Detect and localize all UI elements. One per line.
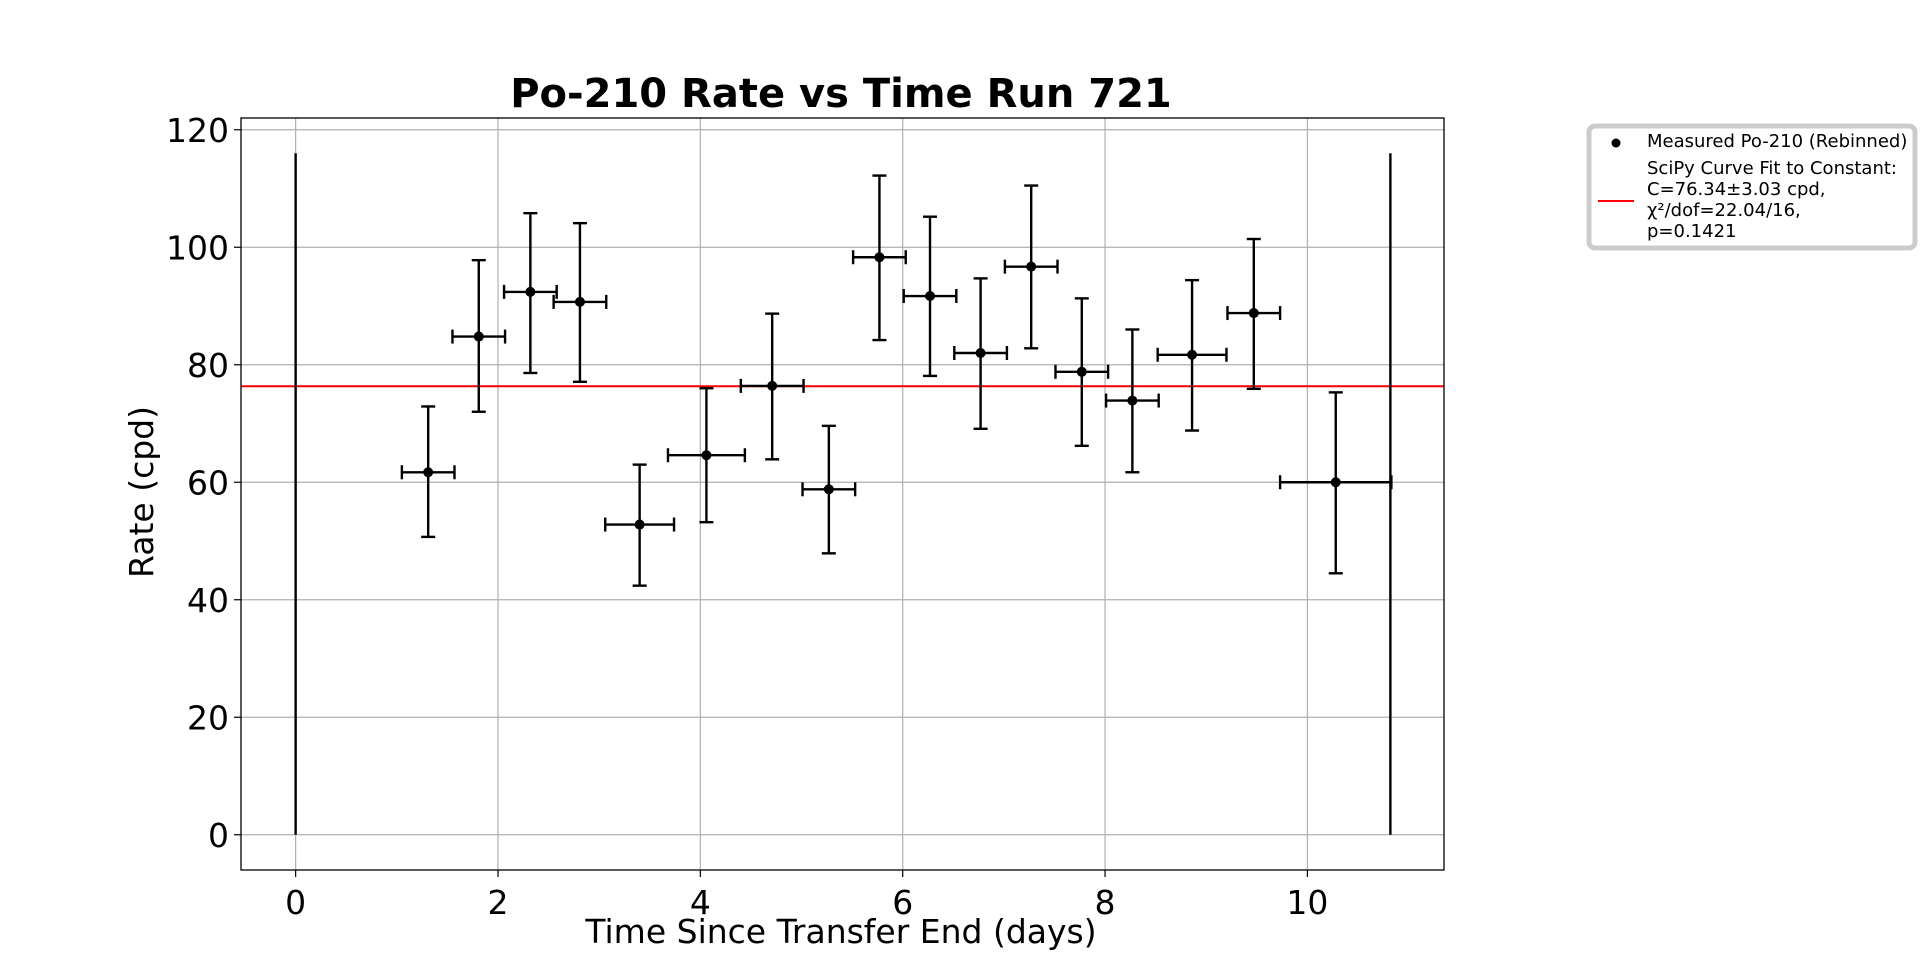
legend-label-measured: Measured Po-210 (Rebinned)	[1647, 131, 1907, 152]
legend-marker-measured	[1611, 138, 1621, 148]
data-point	[1187, 349, 1198, 360]
x-tick-label: 6	[892, 883, 913, 922]
y-tick-label: 100	[166, 228, 229, 267]
data-point-group	[739, 312, 805, 461]
data-point	[473, 331, 484, 342]
data-point	[1330, 477, 1341, 488]
grid	[241, 118, 1444, 870]
data-point	[423, 467, 434, 478]
x-tick-label: 10	[1286, 883, 1328, 922]
data-point-group	[666, 387, 747, 524]
data-point	[634, 519, 645, 530]
data-point-group	[902, 215, 958, 378]
data-point	[1127, 395, 1138, 406]
data-point-group	[604, 463, 676, 587]
x-tick-label: 0	[285, 883, 306, 922]
data-point-group	[502, 211, 558, 375]
data-point-group	[801, 424, 857, 555]
y-axis-label: Rate (cpd)	[122, 406, 161, 578]
data-point-group	[1054, 297, 1110, 448]
data-point	[701, 450, 712, 461]
data-point-group	[1003, 184, 1059, 350]
data-point	[975, 348, 986, 358]
legend-label-fit-line-2: C=76.34±3.03 cpd,	[1647, 179, 1826, 200]
y-tick-label: 80	[187, 346, 229, 385]
data-point	[574, 296, 585, 307]
y-tick-label: 60	[187, 463, 229, 502]
plot-frame	[240, 117, 1445, 871]
x-tick-label: 2	[487, 883, 508, 922]
y-tick-label: 20	[187, 698, 229, 737]
legend: Measured Po-210 (Rebinned) SciPy Curve F…	[1586, 123, 1918, 251]
data-point	[525, 286, 536, 297]
data-point-group	[451, 258, 507, 413]
x-tick-label: 4	[690, 883, 711, 922]
data-point	[767, 380, 778, 391]
legend-label-fit-line-1: SciPy Curve Fit to Constant:	[1647, 158, 1897, 179]
data-point-group	[400, 405, 456, 539]
data-point	[925, 291, 936, 302]
legend-frame	[1586, 123, 1918, 251]
chart-title: Po-210 Rate vs Time Run 721	[510, 71, 1172, 117]
data-point-group	[953, 277, 1009, 430]
data-point	[1248, 308, 1259, 319]
x-axis-label: Time Since Transfer End (days)	[584, 912, 1096, 951]
data-point-group	[851, 174, 907, 342]
data-point	[823, 484, 834, 495]
y-tick-label: 40	[187, 581, 229, 620]
legend-label-fit-line-3: χ²/dof=22.04/16,	[1647, 200, 1801, 221]
data-point	[1076, 366, 1087, 377]
y-tick-label: 0	[208, 816, 229, 855]
data-point-group	[1278, 391, 1393, 575]
data-point-group	[552, 221, 608, 383]
legend-label-fit-line-4: p=0.1421	[1647, 221, 1737, 242]
data-points	[294, 153, 1393, 835]
data-point-group	[1226, 237, 1282, 391]
x-tick-label: 8	[1095, 883, 1116, 922]
data-point	[874, 252, 885, 263]
data-point-group	[1156, 278, 1228, 432]
y-tick-label: 120	[166, 111, 229, 150]
data-point-group	[1104, 328, 1160, 474]
data-point	[1026, 261, 1037, 272]
